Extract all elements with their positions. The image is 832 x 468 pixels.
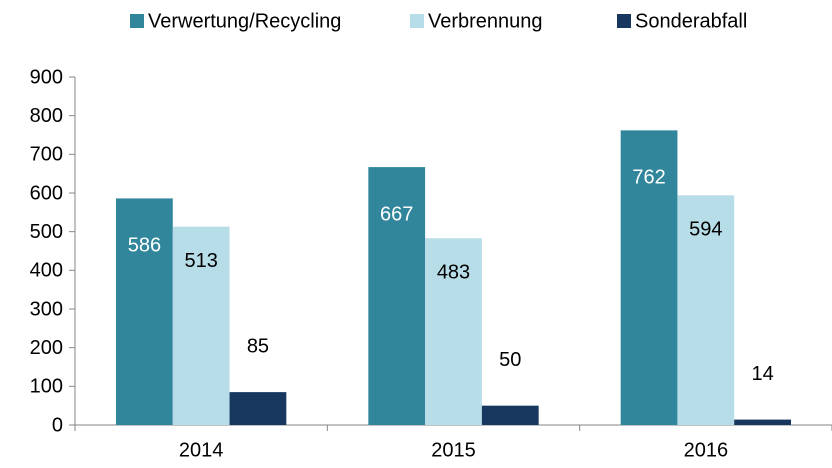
y-tick-label: 900 — [30, 66, 63, 88]
data-label: 762 — [632, 167, 665, 189]
y-tick-label: 200 — [30, 337, 63, 359]
data-label: 14 — [751, 363, 773, 385]
bar — [229, 392, 287, 425]
y-tick-label: 800 — [30, 105, 63, 127]
legend-label: Verwertung/Recycling — [148, 10, 341, 32]
legend-swatch — [130, 14, 144, 28]
y-tick-label: 600 — [30, 182, 63, 204]
x-tick-label: 2016 — [684, 439, 729, 461]
bar — [734, 419, 791, 425]
data-label: 50 — [499, 349, 521, 371]
y-tick-label: 0 — [52, 414, 63, 436]
data-label: 594 — [689, 219, 722, 241]
legend-swatch — [617, 14, 631, 28]
y-tick-label: 700 — [30, 144, 63, 166]
x-tick-label: 2015 — [431, 439, 476, 461]
bar — [620, 130, 678, 426]
data-label: 667 — [380, 203, 413, 225]
bar — [172, 226, 230, 425]
legend-label: Verbrennung — [428, 10, 543, 32]
y-tick-label: 500 — [30, 221, 63, 243]
bar — [481, 405, 539, 425]
legend-label: Sonderabfall — [635, 10, 747, 32]
bar — [425, 238, 482, 425]
data-label: 586 — [128, 235, 161, 257]
y-tick-label: 300 — [30, 298, 63, 320]
bar — [677, 195, 735, 425]
data-label: 513 — [184, 250, 217, 272]
y-tick-label: 100 — [30, 376, 63, 398]
data-label: 85 — [247, 335, 269, 357]
x-tick-label: 2014 — [179, 439, 224, 461]
y-tick-label: 400 — [30, 260, 63, 282]
bar — [368, 167, 426, 426]
legend-swatch — [410, 14, 424, 28]
bar — [116, 198, 173, 425]
data-label: 483 — [437, 262, 470, 284]
